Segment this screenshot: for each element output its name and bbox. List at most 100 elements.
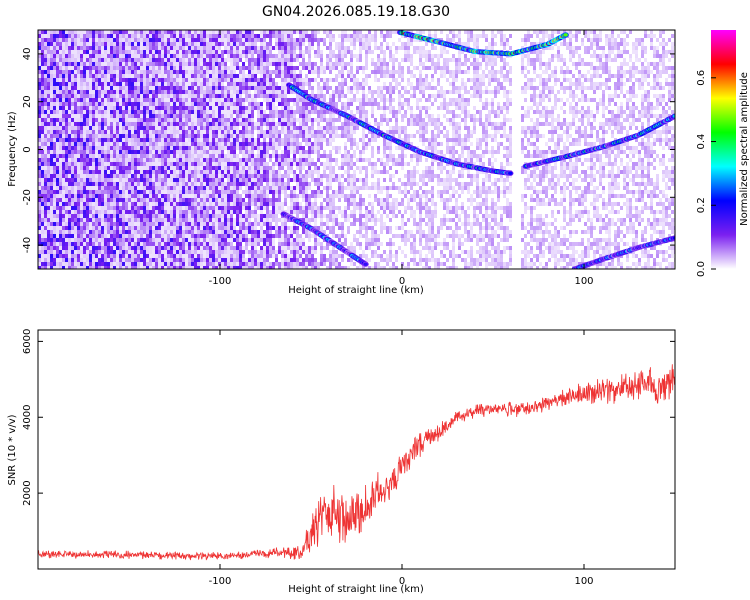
heatmap-cell (98, 30, 101, 34)
heatmap-cell (275, 134, 278, 138)
heatmap-cell (269, 118, 272, 122)
heatmap-cell (170, 250, 173, 254)
heatmap-cell (38, 238, 41, 242)
heatmap-cell (131, 254, 134, 258)
heatmap-cell (128, 66, 131, 70)
heatmap-cell (140, 254, 143, 258)
heatmap-cell (98, 162, 101, 166)
heatmap-cell (47, 90, 50, 94)
heatmap-cell (167, 162, 170, 166)
heatmap-cell (95, 238, 98, 242)
heatmap-cell (239, 158, 242, 162)
heatmap-cell (254, 174, 257, 178)
heatmap-cell (170, 54, 173, 58)
heatmap-cell (110, 194, 113, 198)
heatmap-cell (152, 266, 155, 269)
heatmap-cell (173, 134, 176, 138)
heatmap-cell (164, 234, 167, 238)
heatmap-cell (173, 214, 176, 218)
heatmap-cell (173, 238, 176, 242)
heatmap-cell (131, 218, 134, 222)
heatmap-cell (125, 138, 128, 142)
heatmap-cell (113, 250, 116, 254)
heatmap-cell (92, 194, 95, 198)
heatmap-cell (269, 166, 272, 170)
heatmap-cell (209, 70, 212, 74)
heatmap-cell (218, 62, 221, 66)
heatmap-cell (62, 210, 65, 214)
heatmap-cell (179, 258, 182, 262)
heatmap-cell (110, 154, 113, 158)
heatmap-cell (44, 242, 47, 246)
heatmap-cell (269, 130, 272, 134)
heatmap-cell (290, 150, 293, 154)
heatmap-cell (278, 166, 281, 170)
heatmap-cell (53, 250, 56, 254)
heatmap-cell (110, 126, 113, 130)
heatmap-cell (134, 210, 137, 214)
heatmap-cell (269, 202, 272, 206)
heatmap-cell (89, 46, 92, 50)
heatmap-cell (263, 58, 266, 62)
heatmap-cell (98, 182, 101, 186)
heatmap-cell (242, 134, 245, 138)
heatmap-cell (71, 250, 74, 254)
heatmap-cell (251, 146, 254, 150)
heatmap-cell (161, 46, 164, 50)
heatmap-cell (230, 170, 233, 174)
heatmap-cell (167, 110, 170, 114)
heatmap-cell (164, 98, 167, 102)
heatmap-cell (65, 190, 68, 194)
heatmap-cell (218, 170, 221, 174)
heatmap-cell (89, 226, 92, 230)
heatmap-cell (92, 50, 95, 54)
heatmap-cell (239, 150, 242, 154)
heatmap-cell (257, 202, 260, 206)
heatmap-cell (38, 242, 41, 246)
heatmap-cell (284, 134, 287, 138)
heatmap-cell (224, 202, 227, 206)
heatmap-cell (257, 154, 260, 158)
heatmap-cell (215, 238, 218, 242)
heatmap-cell (59, 150, 62, 154)
heatmap-cell (230, 98, 233, 102)
heatmap-cell (245, 34, 248, 38)
heatmap-cell (89, 54, 92, 58)
heatmap-cell (83, 30, 86, 34)
heatmap-cell (44, 86, 47, 90)
heatmap-cell (200, 58, 203, 62)
heatmap-cell (263, 218, 266, 222)
heatmap-cell (140, 54, 143, 58)
heatmap-cell (68, 162, 71, 166)
heatmap-cell (206, 170, 209, 174)
heatmap-cell (44, 82, 47, 86)
heatmap-cell (221, 58, 224, 62)
heatmap-cell (65, 146, 68, 150)
heatmap-cell (266, 54, 269, 58)
heatmap-cell (107, 74, 110, 78)
heatmap-cell (122, 50, 125, 54)
heatmap-cell (182, 214, 185, 218)
heatmap-cell (155, 114, 158, 118)
heatmap-cell (161, 30, 164, 34)
heatmap-cell (272, 114, 275, 118)
heatmap-cell (182, 62, 185, 66)
heatmap-cell (257, 122, 260, 126)
heatmap-cell (167, 238, 170, 242)
heatmap-cell (71, 246, 74, 250)
heatmap-cell (248, 186, 251, 190)
heatmap-cell (257, 194, 260, 198)
heatmap-cell (131, 174, 134, 178)
heatmap-cell (167, 102, 170, 106)
heatmap-cell (209, 254, 212, 258)
heatmap-cell (176, 118, 179, 122)
heatmap-cell (290, 110, 293, 114)
heatmap-cell (233, 182, 236, 186)
heatmap-cell (239, 242, 242, 246)
heatmap-cell (212, 38, 215, 42)
heatmap-cell (230, 202, 233, 206)
heatmap-cell (41, 262, 44, 266)
heatmap-cell (152, 158, 155, 162)
heatmap-cell (143, 30, 146, 34)
heatmap-cell (38, 126, 41, 130)
